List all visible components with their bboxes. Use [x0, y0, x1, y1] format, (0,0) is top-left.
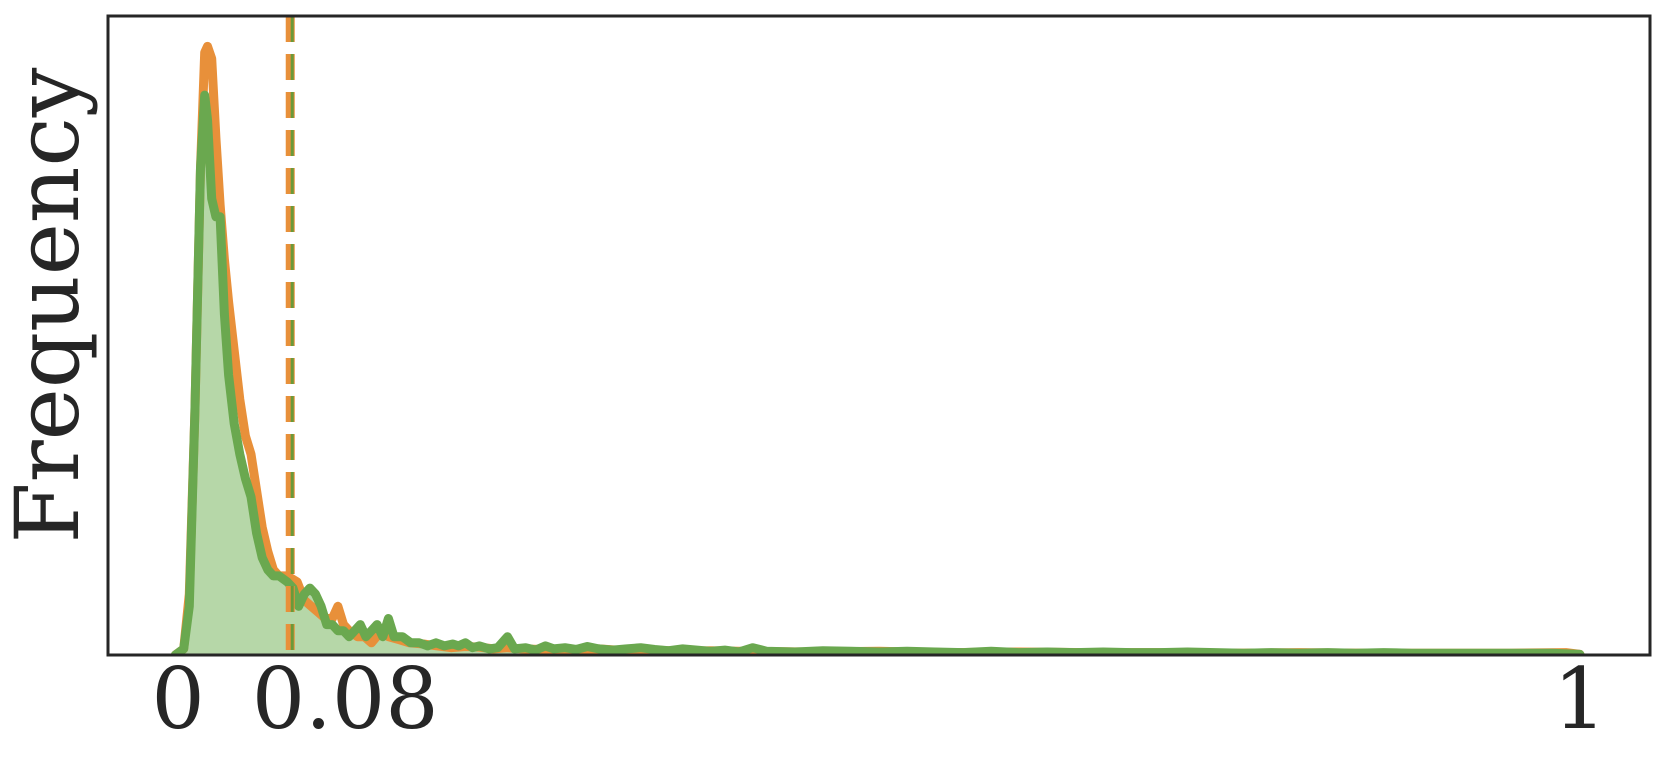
series-2-area — [175, 95, 1580, 655]
plot-area — [170, 16, 1585, 655]
x-axis-ticks: 0 0.08 1 — [151, 650, 1606, 748]
x-tick-label: 1 — [1553, 650, 1606, 748]
x-tick-label: 0 — [151, 650, 204, 748]
y-axis-label: Frequency — [0, 67, 99, 543]
plot-frame — [106, 14, 1652, 657]
series-2-line — [170, 90, 1585, 655]
x-tick-label: 0.08 — [252, 650, 439, 748]
series-1-line — [170, 41, 1585, 655]
